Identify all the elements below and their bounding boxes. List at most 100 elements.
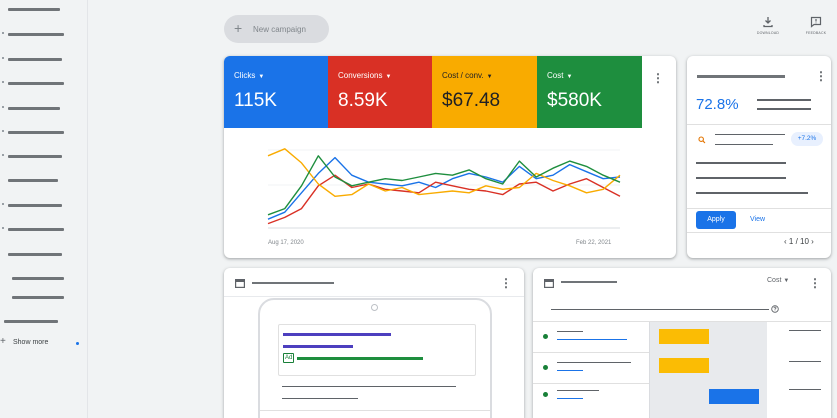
more-vert-icon[interactable]: ⋮ — [809, 276, 821, 290]
link-line — [557, 370, 583, 371]
new-campaign-label: New campaign — [253, 25, 306, 34]
expand-icon — [2, 32, 4, 34]
link-line — [557, 398, 583, 399]
feedback-icon — [810, 16, 822, 28]
more-vert-icon[interactable]: ⋮ — [815, 69, 827, 83]
x-axis-start-label: Aug 17, 2020 — [268, 240, 304, 246]
status-dot — [543, 334, 548, 339]
card-title — [252, 282, 334, 284]
sidebar-item[interactable] — [8, 131, 64, 134]
metric-clicks[interactable]: Clicks ▼ 115K — [224, 56, 328, 128]
metric-cost-per-conv[interactable]: Cost / conv. ▼ $67.48 — [432, 56, 537, 128]
show-more-label: Show more — [13, 339, 49, 346]
text-line — [282, 386, 456, 387]
text-line — [789, 389, 821, 390]
ad-preview: Ad — [278, 324, 476, 376]
metric-label-text: Conversions — [338, 71, 383, 80]
metric-value: $580K — [547, 90, 602, 111]
ad-url — [297, 357, 423, 360]
dropdown-icon: ▼ — [566, 74, 573, 80]
divider — [533, 352, 649, 353]
chevron-right-icon[interactable]: › — [811, 237, 814, 246]
metric-label-text: Cost — [547, 71, 564, 80]
sidebar-item[interactable] — [8, 204, 62, 207]
value-bar — [659, 358, 709, 373]
plus-icon: + — [234, 20, 243, 36]
sidebar-item[interactable] — [8, 107, 60, 110]
text-line — [557, 390, 599, 391]
status-dot — [543, 392, 548, 397]
more-vert-icon[interactable]: ⋮ — [500, 276, 512, 290]
text-line — [757, 99, 811, 101]
cost-select-label: Cost — [767, 277, 782, 284]
sidebar-item[interactable] — [8, 8, 60, 11]
more-vert-icon[interactable]: ⋮ — [652, 71, 664, 85]
table-row[interactable] — [533, 322, 831, 352]
ad-headline — [283, 345, 353, 348]
metric-label-text: Cost / conv. — [442, 71, 484, 80]
dropdown-icon: ▼ — [783, 278, 790, 284]
expand-icon — [2, 203, 4, 205]
search-icon — [698, 136, 706, 144]
text-line — [696, 177, 786, 179]
series-line-conversions — [267, 174, 621, 225]
series-line-clicks — [267, 156, 621, 220]
dropdown-icon: ▼ — [385, 74, 392, 80]
new-campaign-button[interactable]: + New campaign — [224, 15, 329, 43]
sidebar-item[interactable] — [12, 296, 64, 299]
divider — [224, 296, 524, 297]
show-more-button[interactable]: + Show more — [0, 336, 88, 350]
browser-icon — [544, 279, 554, 288]
sidebar-item[interactable] — [8, 179, 58, 182]
divider — [649, 322, 650, 418]
metric-label-text: Clicks — [234, 71, 256, 80]
divider — [687, 208, 831, 209]
download-button[interactable]: DOWNLOAD — [748, 16, 788, 42]
series-line-cost-conv — [267, 148, 621, 198]
expand-icon — [2, 154, 4, 156]
download-label: DOWNLOAD — [756, 31, 780, 35]
sidebar-item[interactable] — [8, 228, 64, 231]
chevron-left-icon[interactable]: ‹ — [784, 237, 787, 246]
metric-cost[interactable]: Cost ▼ $580K — [537, 56, 642, 128]
sidebar-item[interactable] — [4, 320, 58, 323]
expand-icon — [2, 227, 4, 229]
download-icon — [763, 17, 773, 28]
apply-button[interactable]: Apply — [696, 211, 736, 229]
sidebar-item[interactable] — [12, 277, 64, 280]
text-line — [557, 331, 583, 332]
sidebar-item[interactable] — [8, 33, 64, 36]
pager: ‹ 1 / 10 › — [784, 237, 814, 246]
metric-conversions[interactable]: Conversions ▼ 8.59K — [328, 56, 432, 128]
status-dot — [543, 365, 548, 370]
table-row[interactable] — [533, 353, 831, 383]
sidebar-item[interactable] — [8, 58, 62, 61]
view-link[interactable]: View — [750, 216, 766, 223]
metric-value: 8.59K — [338, 90, 388, 111]
campaign-table-card: Cost ▼ ⋮ — [533, 268, 831, 418]
help-icon[interactable] — [771, 305, 779, 313]
sidebar-item[interactable] — [8, 253, 62, 256]
metric-label: Conversions ▼ — [338, 71, 391, 80]
notification-dot — [76, 342, 79, 345]
table-row[interactable] — [533, 384, 831, 418]
expand-icon — [2, 130, 4, 132]
feedback-button[interactable]: FEEDBACK — [796, 16, 836, 42]
sidebar-item[interactable] — [8, 82, 64, 85]
divider — [533, 321, 831, 322]
metric-label: Clicks ▼ — [234, 71, 264, 80]
divider — [687, 124, 831, 125]
text-line — [696, 192, 808, 194]
change-chip: +7.2% — [791, 132, 823, 146]
text-line — [557, 362, 631, 363]
sidebar-item[interactable] — [8, 155, 62, 158]
performance-card: Clicks ▼ 115K Conversions ▼ 8.59K Cost / c… — [224, 56, 676, 258]
metric-label: Cost / conv. ▼ — [442, 71, 493, 80]
text-line — [789, 361, 821, 362]
expand-icon — [2, 106, 4, 108]
expand-icon — [2, 57, 4, 59]
divider — [687, 232, 831, 233]
sidebar: + Show more — [0, 0, 88, 418]
text-line — [282, 398, 358, 399]
cost-select[interactable]: Cost ▼ — [767, 277, 789, 284]
